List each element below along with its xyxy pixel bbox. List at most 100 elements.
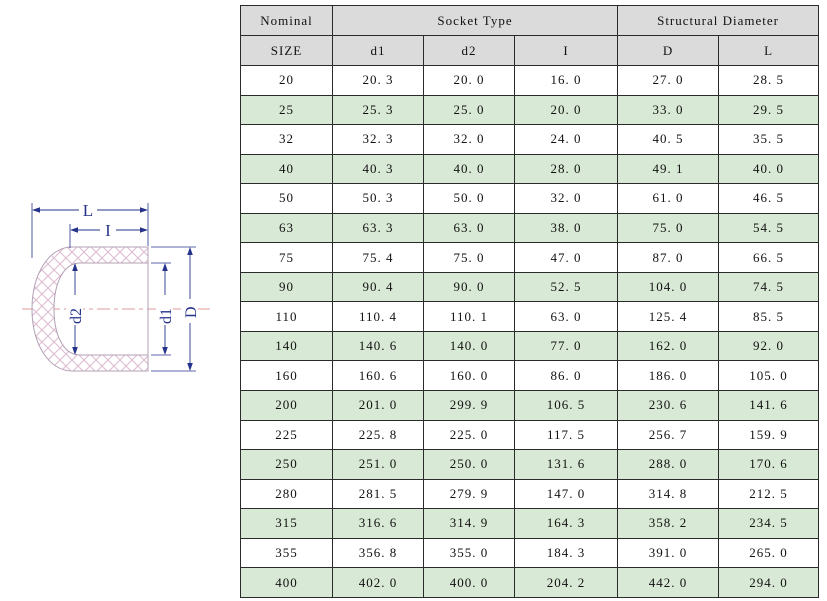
cell-d2: 90. 0 <box>423 271 515 303</box>
cell-d1: 160. 6 <box>332 360 424 392</box>
header-nominal: Nominal <box>240 5 333 36</box>
cell-d2: 50. 0 <box>423 183 515 214</box>
cell-L: 29. 5 <box>718 94 820 126</box>
table-row: 40 40. 3 40. 0 28. 0 49. 1 40. 0 <box>240 153 820 185</box>
table-row: 110 110. 4 110. 1 63. 0 125. 4 85. 5 <box>240 301 820 332</box>
cell-d2: 355. 0 <box>423 537 515 569</box>
cell-i: 86. 0 <box>513 360 619 392</box>
cell-i: 77. 0 <box>513 330 619 362</box>
cell-size: 200 <box>240 390 333 421</box>
cell-d2: 40. 0 <box>423 153 515 185</box>
cell-L: 234. 5 <box>718 508 820 539</box>
cell-d2: 32. 0 <box>423 124 515 155</box>
table-row: 75 75. 4 75. 0 47. 0 87. 0 66. 5 <box>240 242 820 273</box>
table-header: Nominal Socket Type Structural Diameter … <box>240 5 820 66</box>
cell-d1: 63. 3 <box>332 212 424 244</box>
cell-d2: 75. 0 <box>423 242 515 273</box>
header-structural-diameter: Structural Diameter <box>617 5 820 36</box>
cell-i: 164. 3 <box>513 508 619 539</box>
cell-D: 391. 0 <box>617 537 720 569</box>
header-size: SIZE <box>240 35 333 66</box>
cell-L: 265. 0 <box>718 537 820 569</box>
cell-i: 16. 0 <box>513 65 619 96</box>
cell-d1: 402. 0 <box>332 567 424 598</box>
cell-d2: 160. 0 <box>423 360 515 392</box>
cell-d2: 20. 0 <box>423 65 515 96</box>
cell-size: 110 <box>240 301 333 332</box>
cell-L: 40. 0 <box>718 153 820 185</box>
cell-L: 66. 5 <box>718 242 820 273</box>
cell-D: 61. 0 <box>617 183 720 214</box>
table-row: 280 281. 5 279. 9 147. 0 314. 8 212. 5 <box>240 478 820 510</box>
cell-L: 28. 5 <box>718 65 820 96</box>
dim-label-D: D <box>183 306 200 318</box>
cell-size: 75 <box>240 242 333 273</box>
cell-d1: 75. 4 <box>332 242 424 273</box>
cell-d2: 225. 0 <box>423 419 515 451</box>
cell-L: 74. 5 <box>718 271 820 303</box>
cell-i: 28. 0 <box>513 153 619 185</box>
cell-size: 32 <box>240 124 333 155</box>
label-bg <box>181 299 198 323</box>
cell-d1: 40. 3 <box>332 153 424 185</box>
table-row: 400 402. 0 400. 0 204. 2 442. 0 294. 0 <box>240 567 820 598</box>
cell-L: 294. 0 <box>718 567 820 598</box>
table-row: 225 225. 8 225. 0 117. 5 256. 7 159. 9 <box>240 419 820 451</box>
cell-size: 90 <box>240 271 333 303</box>
cell-i: 38. 0 <box>513 212 619 244</box>
header-row-columns: SIZE d1 d2 I D L <box>240 35 820 66</box>
cell-D: 230. 6 <box>617 390 720 421</box>
cell-i: 32. 0 <box>513 183 619 214</box>
cell-D: 314. 8 <box>617 478 720 510</box>
cell-d2: 110. 1 <box>423 301 515 332</box>
cell-L: 85. 5 <box>718 301 820 332</box>
cell-d1: 20. 3 <box>332 65 424 96</box>
header-d2: d2 <box>423 35 515 66</box>
header-L: L <box>718 35 820 66</box>
cell-d1: 316. 6 <box>332 508 424 539</box>
cell-L: 170. 6 <box>718 449 820 480</box>
cell-i: 117. 5 <box>513 419 619 451</box>
cell-d2: 279. 9 <box>423 478 515 510</box>
cell-d1: 201. 0 <box>332 390 424 421</box>
cell-d1: 225. 8 <box>332 419 424 451</box>
cap-wall-hatched <box>31 246 149 372</box>
cell-d2: 299. 9 <box>423 390 515 421</box>
cell-d1: 251. 0 <box>332 449 424 480</box>
cell-D: 358. 2 <box>617 508 720 539</box>
cell-size: 140 <box>240 330 333 362</box>
cell-size: 280 <box>240 478 333 510</box>
cell-d2: 140. 0 <box>423 330 515 362</box>
cell-size: 160 <box>240 360 333 392</box>
table-row: 25 25. 3 25. 0 20. 0 33. 0 29. 5 <box>240 94 820 126</box>
cell-D: 87. 0 <box>617 242 720 273</box>
cell-D: 162. 0 <box>617 330 720 362</box>
extension-lines <box>31 203 196 372</box>
cell-L: 105. 0 <box>718 360 820 392</box>
cell-d2: 250. 0 <box>423 449 515 480</box>
cell-size: 40 <box>240 153 333 185</box>
cell-size: 400 <box>240 567 333 598</box>
cell-i: 131. 6 <box>513 449 619 480</box>
table-body: 20 20. 3 20. 0 16. 0 27. 0 28. 5 25 25. … <box>240 65 820 598</box>
cell-size: 25 <box>240 94 333 126</box>
dim-label-L: L <box>83 201 93 220</box>
cell-size: 20 <box>240 65 333 96</box>
cell-d2: 314. 9 <box>423 508 515 539</box>
cell-D: 75. 0 <box>617 212 720 244</box>
cell-d1: 32. 3 <box>332 124 424 155</box>
dim-label-I: I <box>105 221 111 240</box>
cell-i: 24. 0 <box>513 124 619 155</box>
table-row: 63 63. 3 63. 0 38. 0 75. 0 54. 5 <box>240 212 820 244</box>
cell-d1: 90. 4 <box>332 271 424 303</box>
cell-i: 106. 5 <box>513 390 619 421</box>
table-row: 355 356. 8 355. 0 184. 3 391. 0 265. 0 <box>240 537 820 569</box>
table-row: 140 140. 6 140. 0 77. 0 162. 0 92. 0 <box>240 330 820 362</box>
label-bg <box>79 201 97 218</box>
cell-L: 159. 9 <box>718 419 820 451</box>
cell-L: 46. 5 <box>718 183 820 214</box>
cell-size: 250 <box>240 449 333 480</box>
cell-L: 141. 6 <box>718 390 820 421</box>
table-row: 250 251. 0 250. 0 131. 6 288. 0 170. 6 <box>240 449 820 480</box>
cell-i: 147. 0 <box>513 478 619 510</box>
